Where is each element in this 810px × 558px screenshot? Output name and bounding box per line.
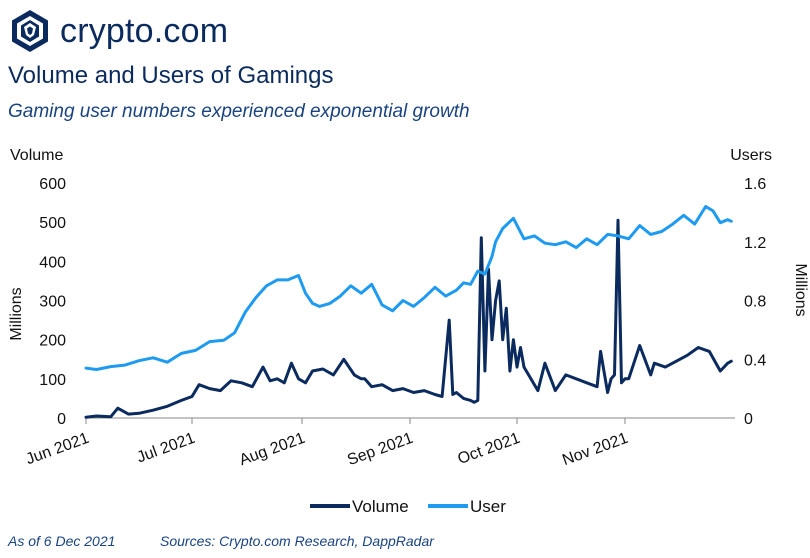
- right-tick-label: 0: [744, 411, 753, 428]
- chart-subtitle: Gaming user numbers experienced exponent…: [8, 101, 470, 122]
- x-tick-label: Oct 2021: [456, 430, 523, 468]
- left-tick-label: 400: [39, 254, 66, 271]
- legend-label-user: User: [470, 497, 506, 516]
- sources-note: Sources: Crypto.com Research, DappRadar: [160, 533, 434, 549]
- x-tick-label: Jul 2021: [135, 430, 198, 467]
- left-tick-label: 500: [39, 215, 66, 232]
- left-tick-label: 100: [39, 372, 66, 389]
- left-tick-label: 0: [57, 411, 66, 428]
- left-axis-title: Volume: [10, 147, 63, 164]
- x-tick-label: Nov 2021: [560, 430, 630, 469]
- brand-header: crypto.com: [10, 8, 228, 54]
- brand-name: crypto.com: [60, 12, 229, 50]
- left-tick-label: 200: [39, 333, 66, 350]
- crypto-com-lion-shield-icon: [12, 10, 48, 52]
- legend-label-volume: Volume: [352, 497, 409, 516]
- right-axis-unit: Millions: [792, 263, 809, 316]
- right-axis-title: Users: [730, 147, 772, 164]
- left-axis-unit: Millions: [8, 287, 25, 340]
- series-line-volume: [84, 218, 733, 419]
- as-of-note: As of 6 Dec 2021: [8, 533, 116, 549]
- series-line-user: [84, 205, 733, 371]
- right-tick-label: 0.4: [744, 352, 766, 369]
- x-tick-label: Aug 2021: [237, 430, 307, 469]
- right-tick-label: 0.8: [744, 294, 766, 311]
- right-tick-label: 1.2: [744, 235, 766, 252]
- left-tick-label: 600: [39, 176, 66, 193]
- chart-title: Volume and Users of Gamings: [8, 62, 334, 89]
- x-tick-label: Sep 2021: [345, 430, 415, 469]
- right-tick-label: 1.6: [744, 176, 766, 193]
- left-tick-label: 300: [39, 294, 66, 311]
- x-tick-label: Jun 2021: [24, 430, 92, 469]
